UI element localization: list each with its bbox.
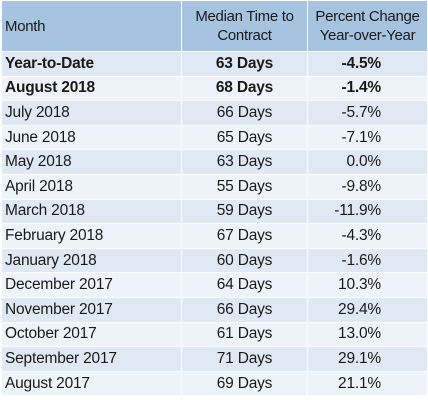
pct-cell: 29.4% [307,296,428,323]
table-row: June 2018 65 Days -7.1% [1,124,428,151]
days-cell: 61 Days [181,321,308,348]
days-cell: 63 Days [181,51,308,77]
month-cell: May 2018 [1,149,182,175]
days-cell: 71 Days [181,346,308,372]
table-row: Year-to-Date 63 Days -4.5% [1,51,428,77]
column-header-pct-line2: Year-over-Year [319,27,416,44]
table-row: January 2018 60 Days -1.6% [1,247,428,274]
days-cell: 66 Days [181,296,308,323]
month-cell: June 2018 [1,124,182,151]
month-cell: December 2017 [1,272,182,298]
pct-cell: -11.9% [307,198,428,225]
month-cell: September 2017 [1,346,182,372]
column-header-month: Month [1,0,182,52]
pct-cell: -1.6% [307,247,428,274]
pct-cell: -4.5% [307,51,428,77]
table-row: July 2018 66 Days -5.7% [1,100,428,126]
month-cell: Year-to-Date [1,51,182,77]
days-cell: 68 Days [181,75,308,102]
days-cell: 60 Days [181,247,308,274]
month-cell: October 2017 [1,321,182,348]
pct-cell: 21.1% [307,370,428,397]
pct-cell: -7.1% [307,124,428,151]
table-row: August 2018 68 Days -1.4% [1,75,428,102]
pct-cell: -4.3% [307,223,428,249]
table-row: April 2018 55 Days -9.8% [1,173,428,200]
column-header-median-line1: Median Time to [195,8,294,25]
pct-cell: -5.7% [307,100,428,126]
table-row: December 2017 64 Days 10.3% [1,272,428,298]
month-cell: August 2018 [1,75,182,102]
table-header: Month Median Time to Contract Percent Ch… [1,0,428,52]
table-row: February 2018 67 Days -4.3% [1,223,428,249]
days-cell: 65 Days [181,124,308,151]
table-row: August 2017 69 Days 21.1% [1,370,428,397]
column-header-pct-line1: Percent Change [315,8,420,25]
month-cell: August 2017 [1,370,182,397]
days-cell: 55 Days [181,173,308,200]
days-cell: 59 Days [181,198,308,225]
table-body: Year-to-Date 63 Days -4.5% August 2018 68 Da… [1,51,428,397]
table-row: March 2018 59 Days -11.9% [1,198,428,225]
table-row: September 2017 71 Days 29.1% [1,346,428,372]
pct-cell: 0.0% [307,149,428,175]
month-cell: April 2018 [1,173,182,200]
pct-cell: -9.8% [307,173,428,200]
days-cell: 63 Days [181,149,308,175]
column-header-percent-change: Percent Change Year-over-Year [307,0,428,52]
table-row: November 2017 66 Days 29.4% [1,296,428,323]
month-cell: March 2018 [1,198,182,225]
days-cell: 67 Days [181,223,308,249]
header-row: Month Median Time to Contract Percent Ch… [1,0,428,52]
days-cell: 66 Days [181,100,308,126]
month-cell: January 2018 [1,247,182,274]
pct-cell: 29.1% [307,346,428,372]
column-header-median-time: Median Time to Contract [181,0,308,52]
days-cell: 64 Days [181,272,308,298]
month-cell: November 2017 [1,296,182,323]
table-row: May 2018 63 Days 0.0% [1,149,428,175]
column-header-median-line2: Contract [217,27,272,44]
pct-cell: 13.0% [307,321,428,348]
pct-cell: -1.4% [307,75,428,102]
table-row: October 2017 61 Days 13.0% [1,321,428,348]
days-cell: 69 Days [181,370,308,397]
month-cell: February 2018 [1,223,182,249]
pct-cell: 10.3% [307,272,428,298]
month-cell: July 2018 [1,100,182,126]
